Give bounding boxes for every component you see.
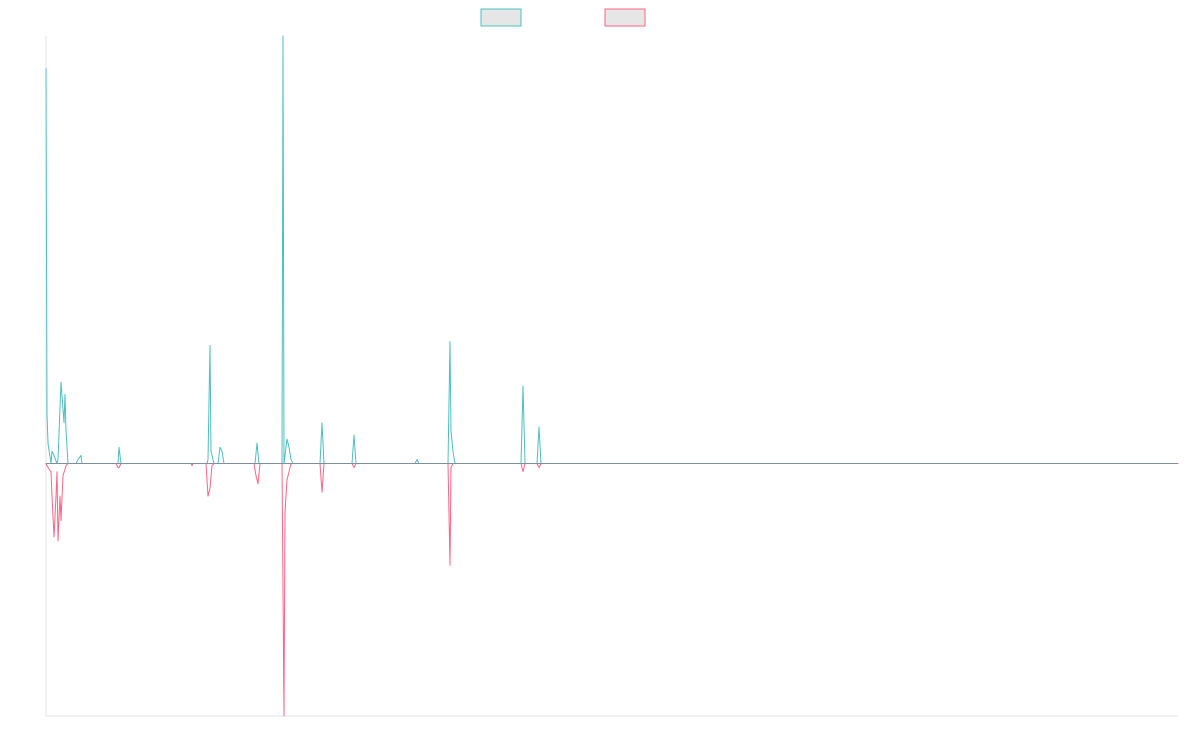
legend-swatch-series-2[interactable] <box>604 8 646 27</box>
series-1-line <box>45 35 1179 465</box>
series-2-line <box>45 463 1179 717</box>
legend <box>480 8 646 27</box>
plot-area <box>45 35 1179 717</box>
legend-swatch-series-1[interactable] <box>480 8 522 27</box>
axes <box>45 36 1178 717</box>
